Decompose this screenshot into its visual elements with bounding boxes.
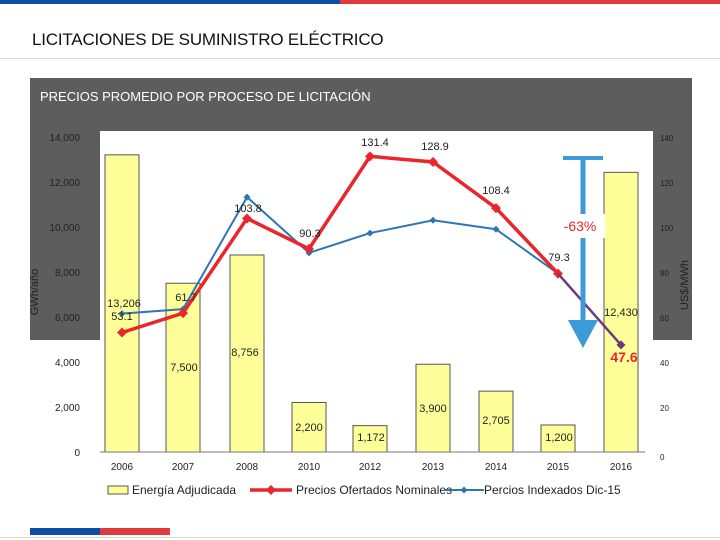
x-tick-label: 2013 (422, 462, 445, 473)
y2-tick-label: 20 (660, 404, 669, 413)
y-axis-title: GWh/año (29, 269, 41, 315)
energy-bar (291, 402, 327, 453)
energy-bar-value-label: 12,430 (604, 307, 638, 319)
price-value-label: 128.9 (421, 141, 449, 153)
y2-tick-label: 80 (660, 269, 669, 278)
energy-bar-value-label: 8,756 (231, 347, 259, 359)
price-value-label: 79.3 (548, 252, 569, 264)
y-tick-label: 12,000 (49, 178, 80, 189)
energy-bar-value-label: 3,900 (419, 403, 447, 415)
drop-annotation-box (553, 214, 605, 238)
price-value-label: 61.7 (175, 292, 196, 304)
x-tick-label: 2010 (298, 462, 321, 473)
price-value-label: 108.4 (482, 185, 510, 197)
energy-bar (104, 154, 140, 453)
panel-title: PRECIOS PROMEDIO POR PROCESO DE LICITACI… (40, 89, 371, 104)
energy-bar-value-label: 1,200 (545, 432, 573, 444)
x-tick-label: 2015 (547, 462, 570, 473)
energy-bar (229, 254, 265, 453)
x-tick-label: 2006 (111, 462, 134, 473)
footer-accent-bar (30, 528, 170, 535)
page-title: LICITACIONES DE SUMINISTRO ELÉCTRICO (32, 30, 384, 49)
energy-bar-value-label: 13,206 (107, 298, 141, 310)
energy-bar-value-label: 2,200 (295, 422, 323, 434)
nominal-price-point (365, 151, 375, 162)
price-tail-segment (557, 272, 622, 346)
energy-bar (352, 425, 388, 453)
x-tick-label: 2014 (485, 462, 508, 473)
y2-tick-label: 0 (660, 453, 665, 462)
legend-label-nominal: Precios Ofertados Nominales (296, 483, 452, 497)
legend-marker-nominal (266, 485, 276, 495)
y2-tick-label: 40 (660, 359, 669, 368)
nominal-price-point (178, 308, 188, 319)
drop-annotation-label: -63% (564, 218, 597, 234)
legend-marker-indexed (460, 486, 468, 494)
x-tick-label: 2008 (236, 462, 259, 473)
nominal-price-line (121, 154, 560, 335)
legend-label-indexed: Percios Indexados Dic-15 (484, 483, 621, 497)
price-tail-point (616, 340, 626, 350)
energy-bar-value-label: 1,172 (357, 432, 385, 444)
price-value-label: 47.6 (610, 349, 637, 365)
legend-swatch-energy (107, 485, 129, 495)
price-value-label: 131.4 (361, 137, 389, 149)
energy-bar (478, 390, 514, 453)
indexed-price-line (121, 195, 559, 315)
indexed-price-point (118, 310, 126, 318)
y2-tick-label: 120 (660, 179, 674, 188)
y-tick-label: 10,000 (49, 223, 80, 234)
price-value-label: 53.1 (111, 311, 132, 323)
price-value-label: 90.3 (299, 228, 320, 240)
energy-bar (603, 171, 639, 453)
x-tick-label: 2012 (359, 462, 382, 473)
y2-tick-label: 60 (660, 314, 669, 323)
top-accent-bar (0, 0, 720, 4)
indexed-price-point (492, 225, 500, 233)
title-divider (0, 58, 720, 59)
y2-tick-label: 140 (660, 134, 674, 143)
y2-tick-label: 100 (660, 224, 674, 233)
nominal-price-point (117, 327, 127, 338)
legend-label-energy: Energía Adjudicada (132, 483, 236, 497)
energy-bar (415, 363, 451, 453)
x-tick-label: 2007 (172, 462, 195, 473)
nominal-price-point (428, 156, 438, 167)
energy-bar-value-label: 7,500 (170, 362, 198, 374)
footer-divider (0, 537, 720, 538)
energy-bar-value-label: 2,705 (482, 415, 510, 427)
y-tick-label: 6,000 (55, 313, 80, 324)
price-value-label: 103.8 (234, 203, 262, 215)
nominal-price-point (491, 203, 501, 214)
indexed-price-point (366, 229, 374, 237)
y-tick-label: 4,000 (55, 358, 80, 369)
indexed-price-point (243, 193, 251, 201)
y-tick-label: 0 (74, 448, 80, 459)
drop-arrow-head (568, 320, 598, 348)
y-tick-label: 2,000 (55, 403, 80, 414)
y-tick-label: 14,000 (49, 133, 80, 144)
nominal-price-point (304, 243, 314, 254)
y2-axis-title: US$/MWh (679, 260, 691, 310)
nominal-price-point (242, 213, 252, 224)
indexed-price-point (429, 216, 437, 224)
y-tick-label: 8,000 (55, 268, 80, 279)
x-tick-label: 2016 (610, 462, 633, 473)
